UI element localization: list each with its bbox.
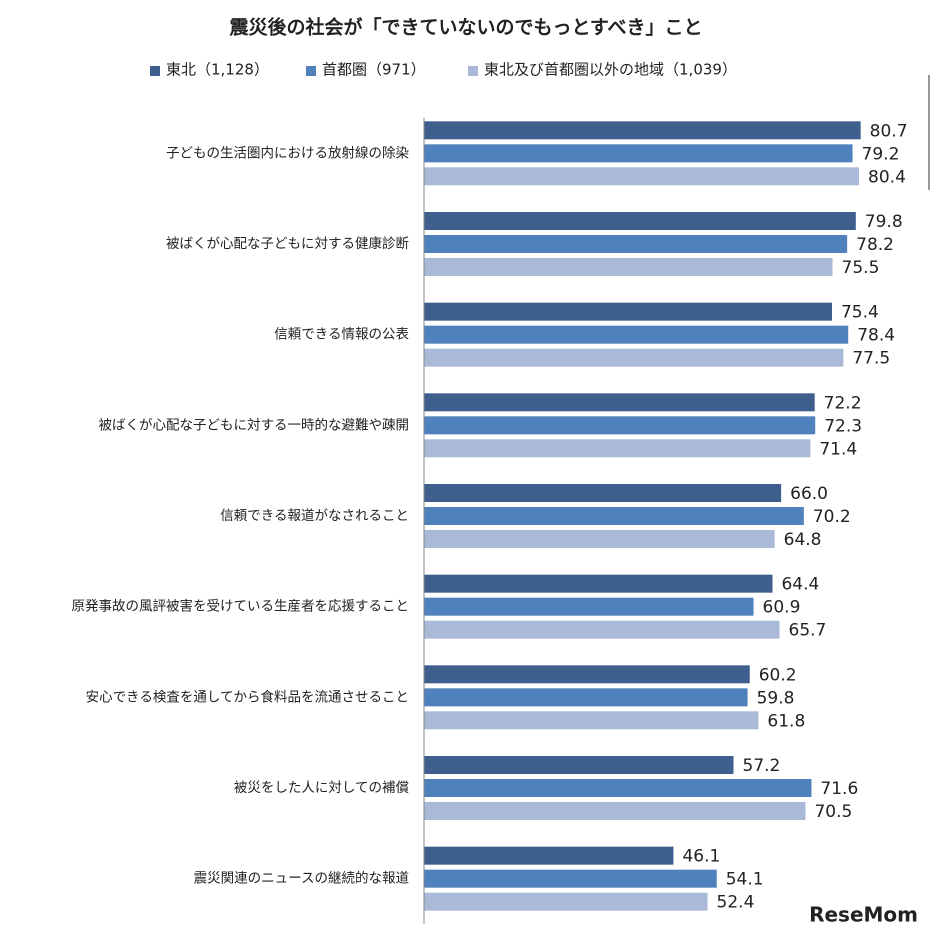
category-label: 被ばくが心配な子どもに対する健康診断 (166, 235, 409, 252)
bar (424, 348, 844, 367)
value-label: 60.9 (763, 598, 801, 618)
value-label: 60.2 (759, 665, 797, 685)
bar (424, 530, 775, 548)
value-label: 75.5 (842, 258, 880, 278)
value-label: 57.2 (743, 756, 781, 776)
bar (424, 574, 773, 593)
value-label: 80.7 (870, 121, 908, 141)
value-label: 70.5 (814, 802, 852, 822)
category-label: 被災をした人に対しての補償 (234, 780, 410, 796)
value-label: 59.8 (757, 688, 795, 708)
category-label: 原発事故の風評被害を受けている生産者を応援すること (72, 599, 410, 615)
bar (424, 325, 849, 344)
bar (424, 167, 860, 186)
category-label: 安心できる検査を通してから食料品を流通させること (86, 688, 409, 705)
legend-label: 東北（1,128） (166, 61, 269, 79)
value-label: 66.0 (790, 484, 828, 504)
value-label: 46.1 (682, 847, 720, 867)
bar (424, 393, 815, 412)
value-label: 80.4 (868, 167, 906, 187)
legend-label: 首都圏（971） (322, 61, 426, 79)
value-label: 65.7 (789, 621, 827, 641)
watermark: ReseMom (809, 903, 918, 927)
legend-swatch (468, 66, 478, 76)
value-label: 78.2 (856, 235, 894, 255)
value-label: 75.4 (841, 303, 879, 323)
bar (424, 235, 848, 253)
bar (424, 597, 754, 616)
value-label: 79.2 (862, 144, 900, 164)
category-label: 被ばくが心配な子どもに対する一時的な避難や疎開 (99, 417, 410, 433)
bar (424, 620, 780, 639)
value-label: 54.1 (726, 870, 764, 890)
legend-swatch (306, 66, 316, 76)
bar (424, 484, 782, 502)
bar (424, 302, 832, 321)
value-label: 52.4 (717, 893, 755, 913)
value-label: 70.2 (813, 507, 851, 527)
bar (424, 869, 717, 888)
bar (424, 507, 804, 525)
bar (424, 779, 812, 797)
bar (424, 846, 674, 865)
bar (424, 711, 759, 730)
bar (424, 688, 748, 707)
value-label: 64.8 (784, 530, 822, 550)
value-label: 79.8 (865, 212, 903, 232)
bar (424, 756, 734, 774)
legend-label: 東北及び首都圏以外の地域（1,039） (484, 61, 737, 79)
bar (424, 121, 861, 140)
value-label: 71.6 (820, 779, 858, 799)
bar (424, 258, 833, 276)
bar (424, 439, 811, 458)
value-label: 64.4 (781, 575, 819, 595)
legend-swatch (150, 66, 160, 76)
value-label: 78.4 (857, 326, 895, 346)
value-label: 72.2 (824, 393, 862, 413)
value-label: 61.8 (767, 711, 805, 731)
category-label: 子どもの生活圏内における放射線の除染 (166, 145, 409, 161)
bar (424, 144, 853, 163)
value-label: 71.4 (819, 439, 857, 459)
category-label: 信頼できる報道がなされること (220, 508, 409, 524)
category-label: 震災関連のニュースの継続的な報道 (194, 871, 409, 887)
category-label: 信頼できる情報の公表 (274, 327, 409, 343)
bar (424, 665, 750, 684)
bar (424, 212, 856, 230)
bar (424, 802, 806, 820)
chart-title: 震災後の社会が「できていないのでもっとすべき」こと (229, 16, 702, 39)
bar (424, 892, 708, 911)
value-label: 72.3 (824, 416, 862, 436)
bar (424, 416, 816, 435)
value-label: 77.5 (852, 349, 890, 369)
